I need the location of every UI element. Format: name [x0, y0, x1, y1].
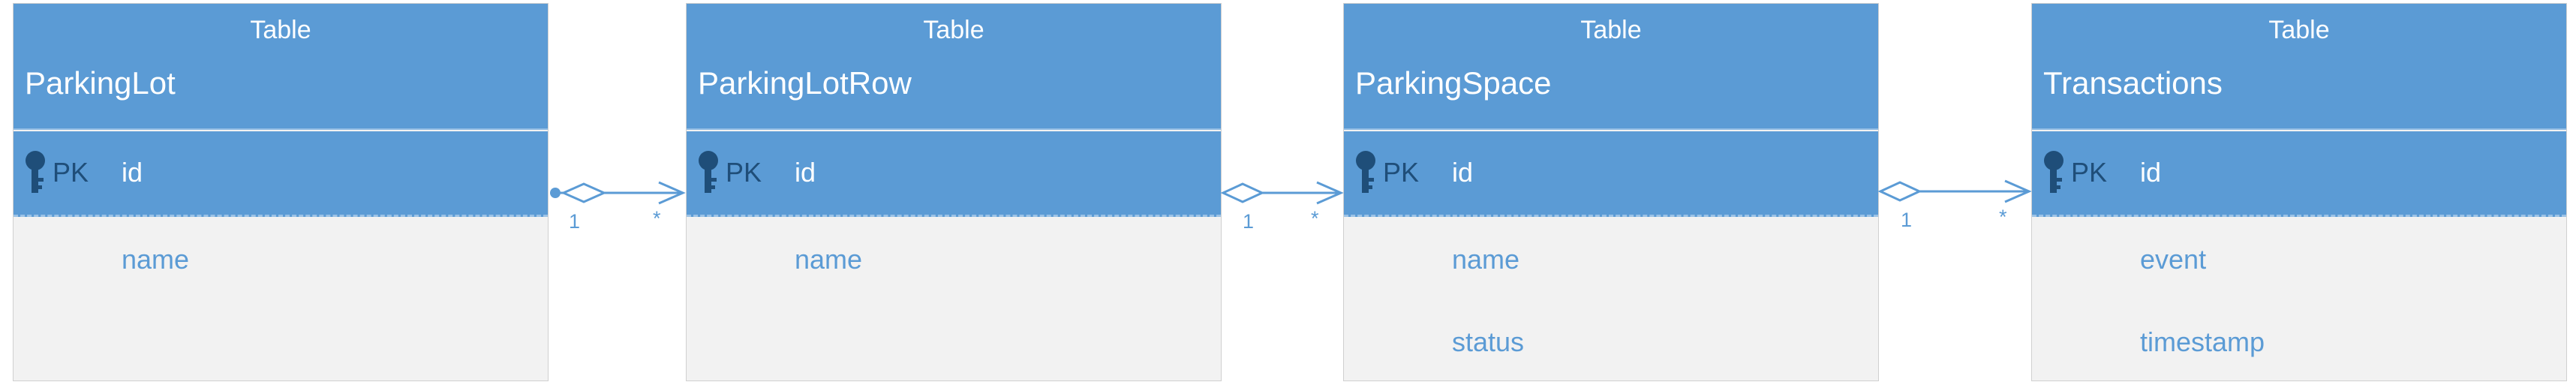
table-parkinglotrow[interactable]: Table ParkingLotRow PK id name [686, 3, 1222, 381]
multiplicity-to: * [653, 207, 661, 230]
relationship-parkingspace-transactions[interactable] [1877, 179, 2032, 203]
relationship-parkinglot-parkinglotrow[interactable] [550, 181, 686, 205]
field-name[interactable]: name [122, 244, 190, 275]
relationship-parkinglotrow-parkingspace[interactable] [1220, 181, 1344, 205]
table-header: Table ParkingLot [14, 4, 548, 130]
field-id[interactable]: id [122, 157, 143, 188]
field-id[interactable]: id [2140, 157, 2162, 188]
table-kind-label: Table [1580, 16, 1642, 44]
table-kind-label: Table [923, 16, 984, 44]
pk-row[interactable]: PK id [2032, 131, 2566, 217]
pk-label: PK [1383, 157, 1420, 188]
key-icon [2044, 151, 2064, 193]
table-header: Table ParkingSpace [1344, 4, 1878, 130]
table-name: Transactions [2043, 65, 2223, 101]
multiplicity-to: * [1311, 207, 1319, 230]
table-header: Table Transactions [2032, 4, 2566, 130]
pk-row[interactable]: PK id [14, 131, 548, 217]
table-kind-label: Table [2268, 16, 2330, 44]
multiplicity-from: 1 [569, 210, 581, 233]
key-icon [1356, 151, 1375, 193]
field-status[interactable]: status [1452, 326, 1525, 357]
table-parkinglot[interactable]: Table ParkingLot PK id name [13, 3, 549, 381]
table-name: ParkingLotRow [698, 65, 912, 101]
table-name: ParkingSpace [1355, 65, 1552, 101]
table-parkingspace[interactable]: Table ParkingSpace PK id name status [1343, 3, 1879, 381]
field-name[interactable]: name [1452, 244, 1520, 275]
pk-row[interactable]: PK id [1344, 131, 1878, 217]
field-name[interactable]: name [795, 244, 863, 275]
multiplicity-to: * [1999, 206, 2007, 228]
field-id[interactable]: id [1452, 157, 1474, 188]
key-icon [26, 151, 45, 193]
pk-label: PK [2071, 157, 2108, 188]
table-transactions[interactable]: Table Transactions PK id event timestamp [2031, 3, 2567, 381]
multiplicity-from: 1 [1901, 209, 1913, 231]
field-event[interactable]: event [2140, 244, 2207, 275]
table-kind-label: Table [250, 16, 311, 44]
pk-label: PK [726, 157, 762, 188]
pk-row[interactable]: PK id [687, 131, 1221, 217]
table-header: Table ParkingLotRow [687, 4, 1221, 130]
field-id[interactable]: id [795, 157, 816, 188]
field-timestamp[interactable]: timestamp [2140, 326, 2265, 357]
multiplicity-from: 1 [1243, 210, 1255, 233]
pk-label: PK [53, 157, 89, 188]
key-icon [699, 151, 718, 193]
table-name: ParkingLot [25, 65, 176, 101]
